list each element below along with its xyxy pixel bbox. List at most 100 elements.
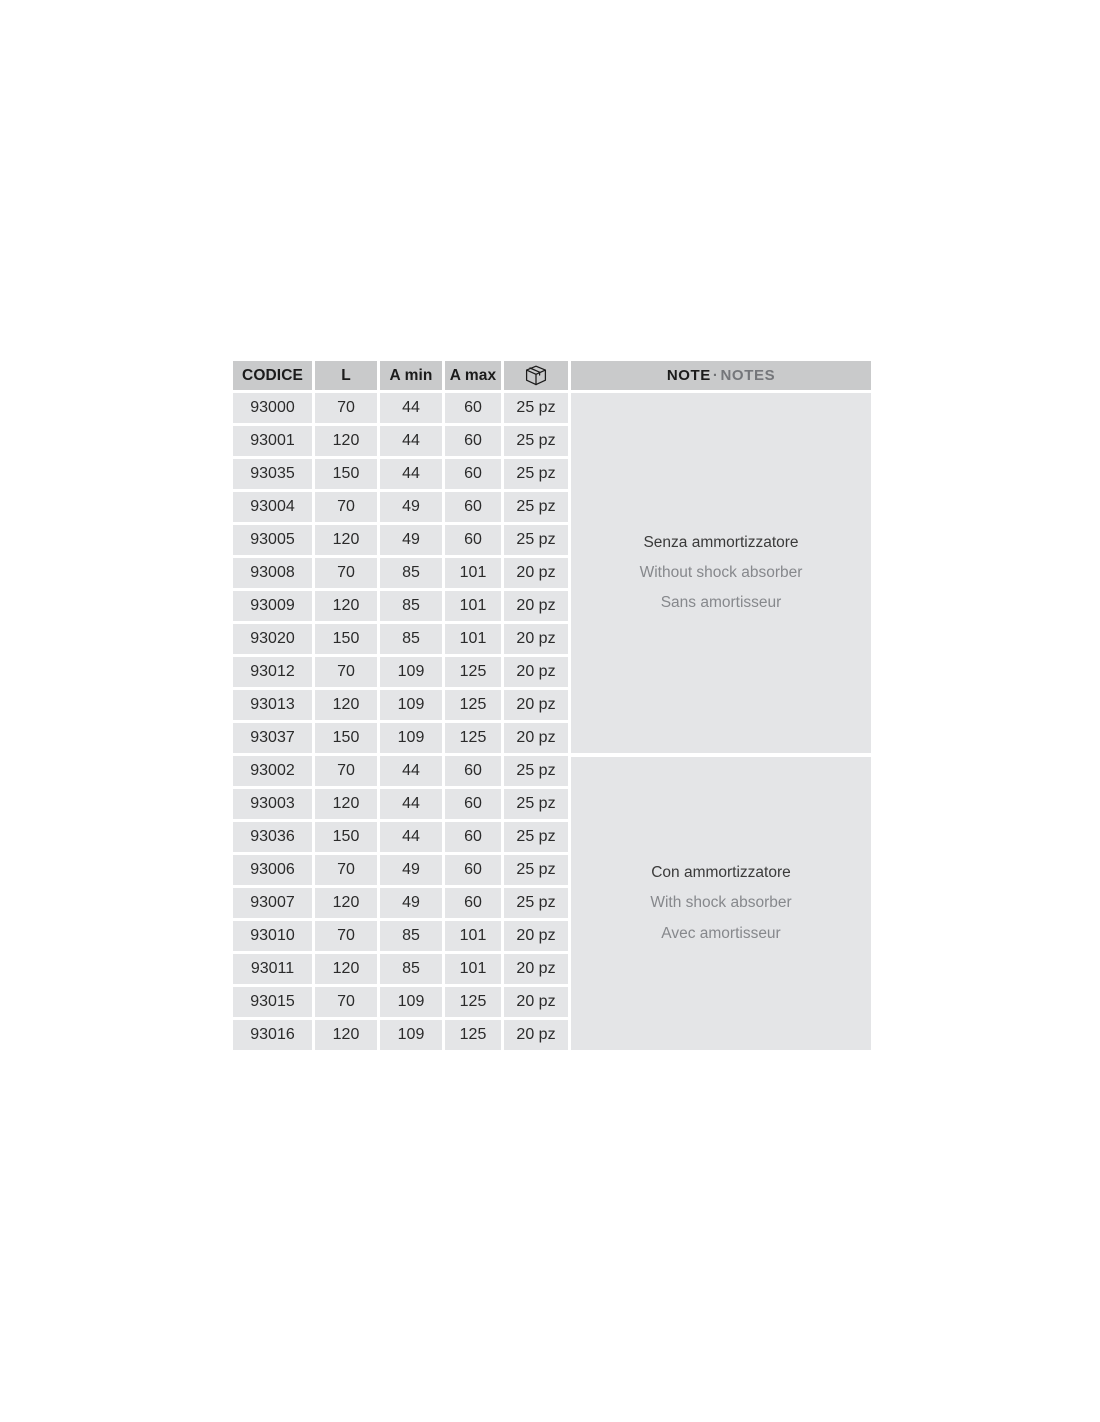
column-header-note-it: NOTE xyxy=(666,367,711,384)
cell-l: 120 xyxy=(315,591,377,621)
cell-a-min: 109 xyxy=(380,987,442,1017)
table-row: 93007 120 49 60 25 pz xyxy=(233,888,871,918)
cell-a-min: 109 xyxy=(380,723,442,753)
column-header-note-separator: · xyxy=(712,367,719,384)
cell-a-max: 125 xyxy=(445,987,501,1017)
cell-packaging: 25 pz xyxy=(504,525,568,555)
cell-packaging: 25 pz xyxy=(504,426,568,456)
cell-codice: 93002 xyxy=(233,756,312,786)
cell-codice: 93013 xyxy=(233,690,312,720)
note-text-it: Senza ammortizzatore xyxy=(643,533,799,551)
cell-l: 70 xyxy=(315,987,377,1017)
cell-a-min: 85 xyxy=(380,558,442,588)
cell-codice: 93006 xyxy=(233,855,312,885)
table-row: 93035 150 44 60 25 pz xyxy=(233,459,871,489)
column-header-packaging xyxy=(504,361,568,390)
cell-codice: 93010 xyxy=(233,921,312,951)
cell-a-min: 49 xyxy=(380,492,442,522)
cell-packaging: 20 pz xyxy=(504,624,568,654)
cell-a-max: 60 xyxy=(445,459,501,489)
cell-a-max: 60 xyxy=(445,492,501,522)
cell-a-min: 44 xyxy=(380,756,442,786)
column-header-a-min: A min xyxy=(380,361,442,390)
cell-packaging: 20 pz xyxy=(504,987,568,1017)
cell-a-min: 44 xyxy=(380,789,442,819)
cell-codice: 93020 xyxy=(233,624,312,654)
cell-packaging: 25 pz xyxy=(504,822,568,852)
table-row: 93016 120 109 125 20 pz xyxy=(233,1020,871,1050)
package-box-icon xyxy=(525,365,547,386)
cell-a-min: 85 xyxy=(380,624,442,654)
table-header: CODICE L A min A max xyxy=(233,361,871,390)
cell-l: 120 xyxy=(315,888,377,918)
cell-codice: 93004 xyxy=(233,492,312,522)
column-header-a-max: A max xyxy=(445,361,501,390)
note-cell: Senza ammortizzatore Without shock absorb… xyxy=(571,393,871,753)
cell-a-max: 60 xyxy=(445,525,501,555)
cell-a-max: 60 xyxy=(445,855,501,885)
table-row: 93037 150 109 125 20 pz xyxy=(233,723,871,753)
cell-packaging: 20 pz xyxy=(504,954,568,984)
cell-l: 70 xyxy=(315,855,377,885)
cell-packaging: 20 pz xyxy=(504,921,568,951)
cell-packaging: 25 pz xyxy=(504,393,568,423)
cell-a-max: 125 xyxy=(445,690,501,720)
table-row: 93015 70 109 125 20 pz xyxy=(233,987,871,1017)
cell-codice: 93037 xyxy=(233,723,312,753)
cell-a-min: 85 xyxy=(380,591,442,621)
cell-l: 120 xyxy=(315,426,377,456)
cell-packaging: 25 pz xyxy=(504,459,568,489)
cell-packaging: 20 pz xyxy=(504,1020,568,1050)
spec-table-container: CODICE L A min A max xyxy=(233,361,871,1050)
cell-a-max: 60 xyxy=(445,426,501,456)
cell-codice: 93036 xyxy=(233,822,312,852)
cell-a-max: 101 xyxy=(445,921,501,951)
cell-a-min: 85 xyxy=(380,921,442,951)
cell-packaging: 20 pz xyxy=(504,591,568,621)
cell-packaging: 25 pz xyxy=(504,789,568,819)
cell-a-min: 49 xyxy=(380,525,442,555)
note-text-en: With shock absorber xyxy=(650,894,792,912)
cell-a-max: 60 xyxy=(445,789,501,819)
cell-a-max: 125 xyxy=(445,1020,501,1050)
table-row: 93011 120 85 101 20 pz xyxy=(233,954,871,984)
cell-a-max: 60 xyxy=(445,888,501,918)
cell-l: 70 xyxy=(315,492,377,522)
cell-codice: 93035 xyxy=(233,459,312,489)
cell-l: 120 xyxy=(315,1020,377,1050)
cell-a-min: 85 xyxy=(380,954,442,984)
cell-packaging: 20 pz xyxy=(504,723,568,753)
table-row: 93001 120 44 60 25 pz xyxy=(233,426,871,456)
cell-l: 150 xyxy=(315,723,377,753)
cell-codice: 93015 xyxy=(233,987,312,1017)
table-row: 93000 70 44 60 25 pz Senza ammortizzatore With… xyxy=(233,393,871,753)
cell-codice: 93009 xyxy=(233,591,312,621)
cell-a-min: 44 xyxy=(380,393,442,423)
cell-l: 70 xyxy=(315,921,377,951)
cell-l: 120 xyxy=(315,954,377,984)
table-row: 93036 150 44 60 25 pz xyxy=(233,822,871,852)
cell-codice: 93000 xyxy=(233,393,312,423)
table-row: 93010 70 85 101 20 pz xyxy=(233,921,871,951)
cell-packaging: 20 pz xyxy=(504,657,568,687)
note-text-it: Con ammortizzatore xyxy=(651,864,791,882)
cell-packaging: 25 pz xyxy=(504,855,568,885)
cell-codice: 93001 xyxy=(233,426,312,456)
note-cell: Con ammortizzatore With shock absorber Ave… xyxy=(571,756,871,1050)
cell-l: 70 xyxy=(315,558,377,588)
table-row: 93005 120 49 60 25 pz xyxy=(233,525,871,555)
cell-codice: 93011 xyxy=(233,954,312,984)
cell-packaging: 25 pz xyxy=(504,492,568,522)
table-row: 93020 150 85 101 20 pz xyxy=(233,624,871,654)
product-spec-table: CODICE L A min A max xyxy=(230,358,874,1053)
cell-codice: 93005 xyxy=(233,525,312,555)
cell-packaging: 25 pz xyxy=(504,756,568,786)
table-row: 93006 70 49 60 25 pz xyxy=(233,855,871,885)
table-row: 93003 120 44 60 25 pz xyxy=(233,789,871,819)
cell-a-min: 109 xyxy=(380,1020,442,1050)
cell-a-max: 60 xyxy=(445,756,501,786)
table-row: 93008 70 85 101 20 pz xyxy=(233,558,871,588)
cell-l: 70 xyxy=(315,756,377,786)
cell-codice: 93012 xyxy=(233,657,312,687)
table-row: 93013 120 109 125 20 pz xyxy=(233,690,871,720)
